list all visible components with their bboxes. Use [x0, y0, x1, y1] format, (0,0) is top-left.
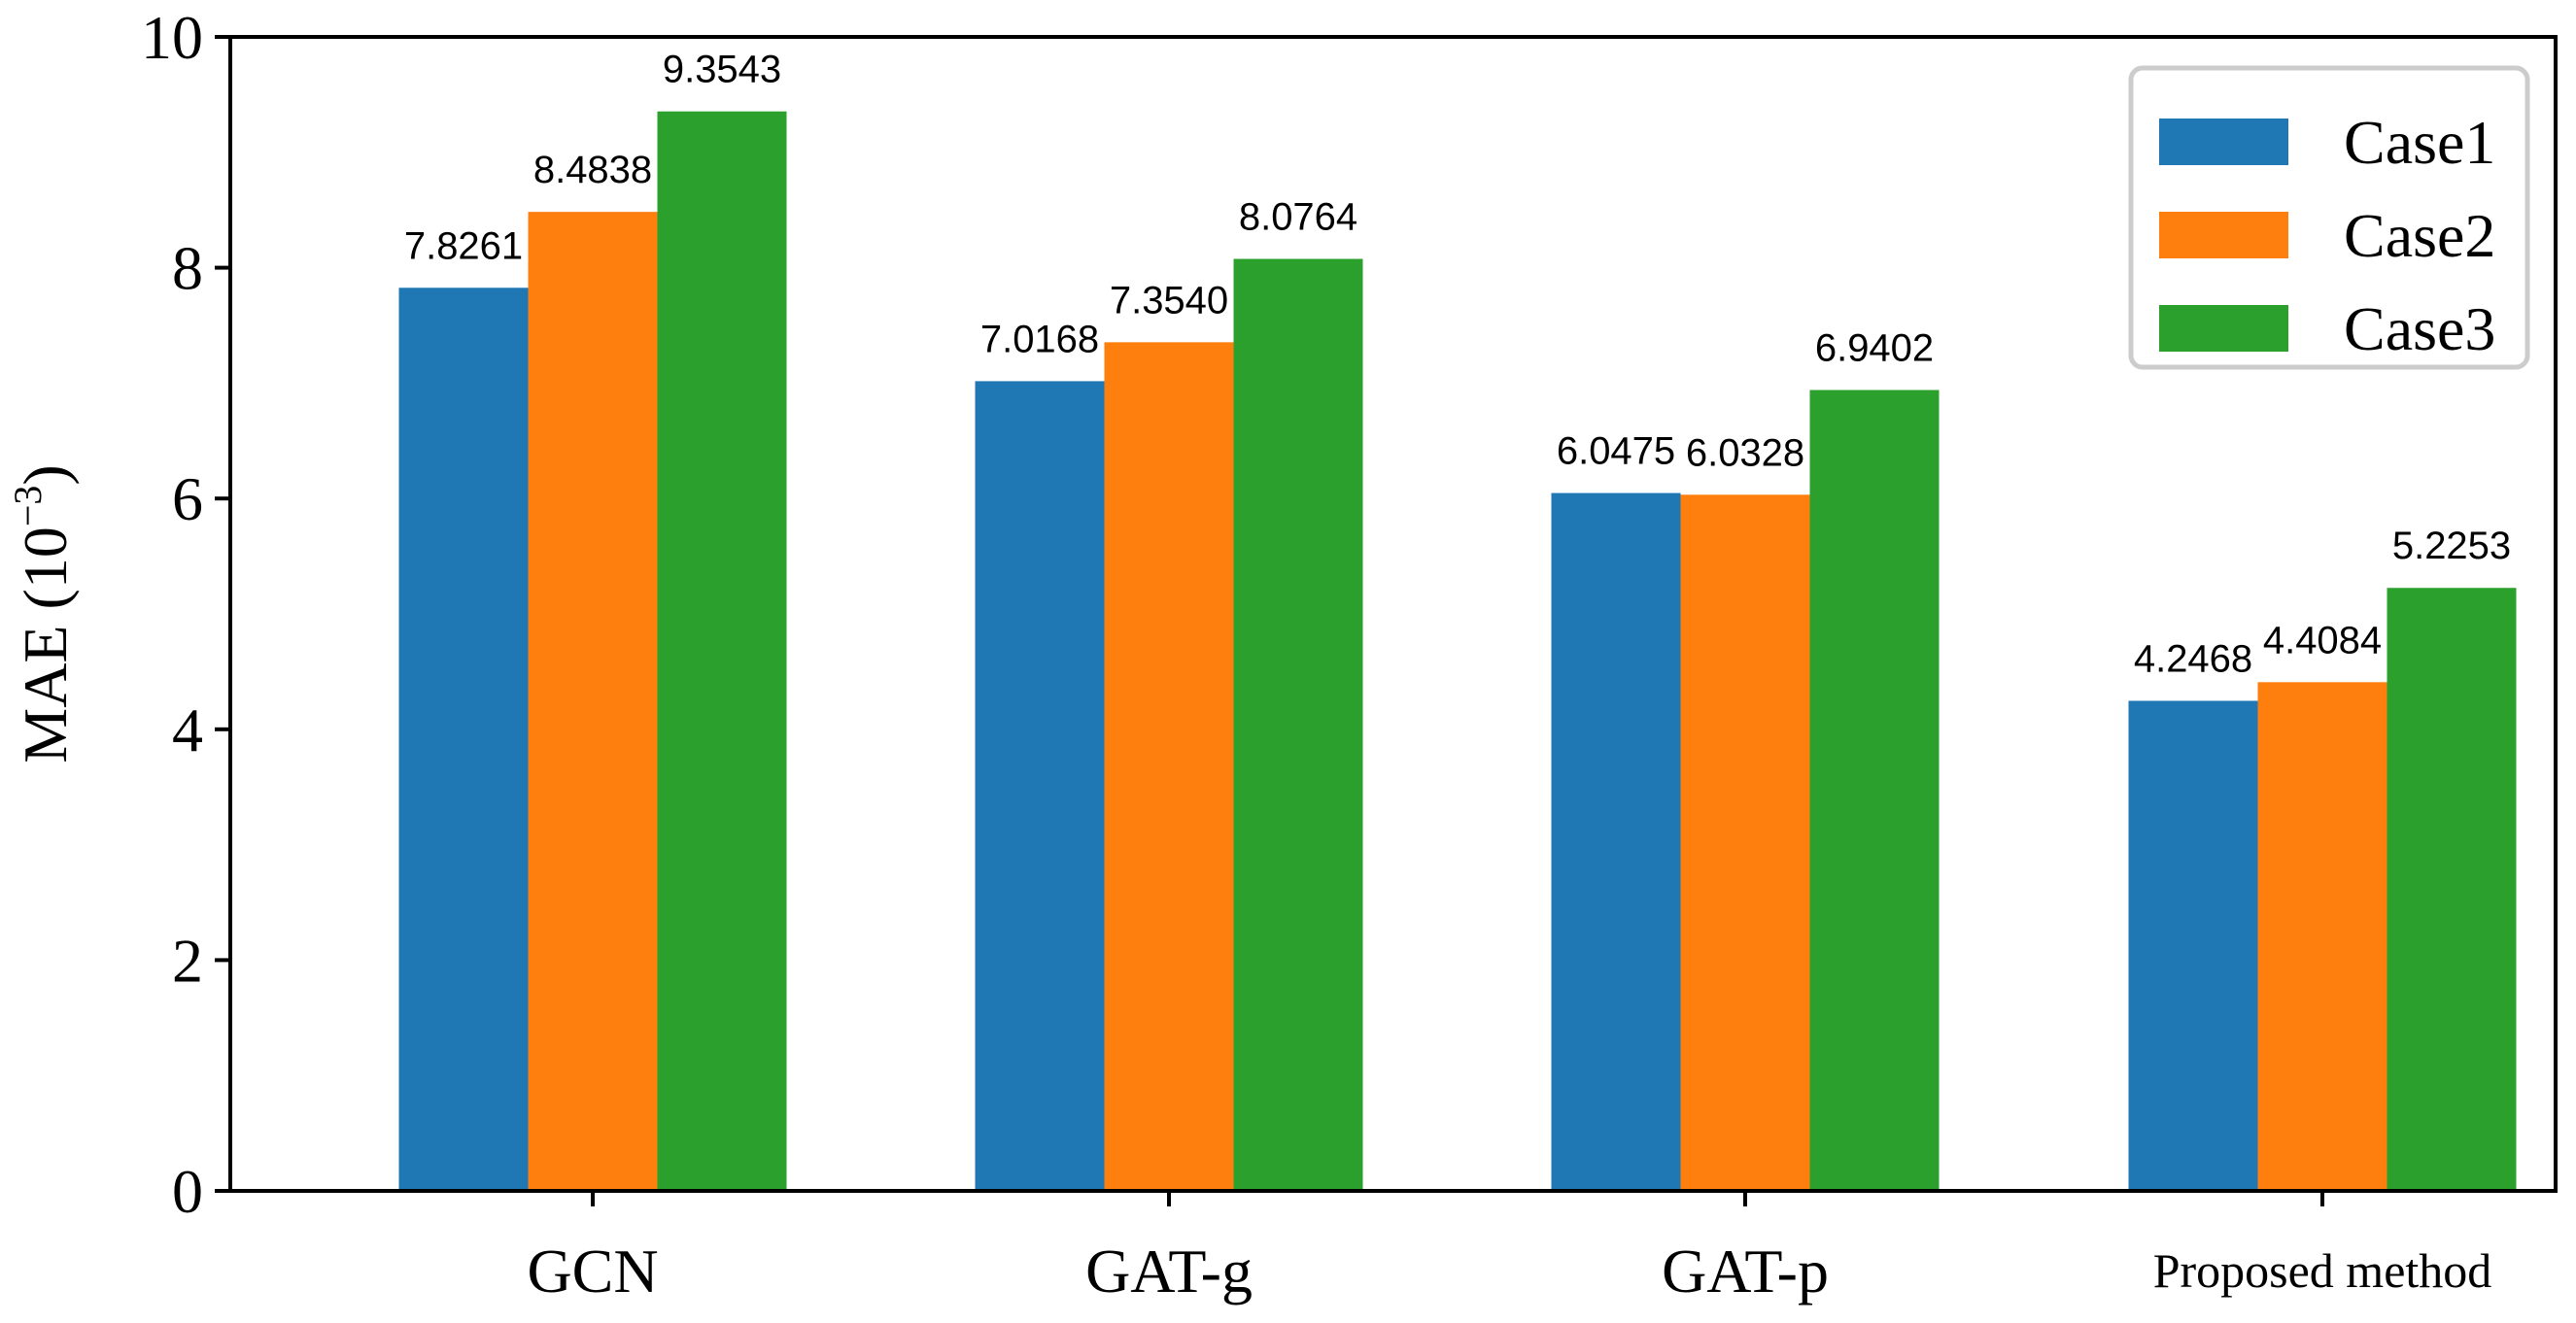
bar-case3-gat-g	[1233, 258, 1363, 1191]
legend-label-case2: Case2	[2344, 201, 2495, 270]
y-tick-label: 6	[172, 464, 203, 533]
y-tick-label: 10	[141, 3, 203, 72]
bars-layer	[398, 111, 2517, 1192]
legend-label-case1: Case1	[2344, 108, 2495, 177]
axes-layer: 0 2 4 6 8 10 GCN GAT-g GAT-p Proposed method MAE (…	[6, 3, 2558, 1306]
x-tick-label: GCN	[527, 1237, 658, 1306]
data-label: 4.2468	[2134, 637, 2252, 680]
y-axis-title-text: MAE (10	[11, 526, 80, 763]
plot-frame	[228, 35, 2558, 1193]
bar-case1-gcn	[398, 288, 529, 1192]
data-label: 6.9402	[1815, 327, 1934, 370]
data-label: 8.4838	[533, 149, 652, 191]
legend-swatch-case3	[2159, 305, 2288, 352]
data-label: 7.8261	[404, 224, 523, 267]
data-label: 6.0475	[1557, 430, 1675, 473]
y-tick-label: 0	[172, 1157, 203, 1226]
data-label: 9.3543	[663, 49, 781, 91]
y-axis-title-suffix: )	[11, 464, 80, 485]
data-label: 8.0764	[1239, 196, 1357, 239]
data-label: 7.0168	[980, 318, 1099, 360]
bar-case1-proposed-method	[2128, 700, 2258, 1191]
y-axis-title: MAE (10−3)	[6, 464, 80, 763]
y-tick-label: 2	[172, 926, 203, 995]
legend: Case1 Case2 Case3	[2128, 65, 2530, 370]
x-tick-label: GAT-g	[1085, 1237, 1253, 1306]
bar-case3-proposed-method	[2387, 588, 2517, 1191]
bar-case1-gat-p	[1551, 492, 1681, 1191]
y-tick-label: 4	[172, 695, 203, 764]
data-labels-layer: 7.8261 7.0168 6.0475 4.2468 8.4838 7.3540 6.03…	[404, 49, 2511, 681]
bar-case2-gat-g	[1104, 342, 1234, 1191]
bar-case1-gat-g	[975, 381, 1105, 1191]
y-tick-label: 8	[172, 234, 203, 303]
data-label: 6.0328	[1686, 431, 1804, 474]
bar-case2-gat-p	[1680, 494, 1810, 1192]
x-tick-label: GAT-p	[1662, 1237, 1829, 1306]
y-axis-title-exponent: −3	[6, 486, 50, 527]
bar-case3-gcn	[657, 111, 787, 1192]
bar-case2-proposed-method	[2257, 682, 2387, 1191]
data-label: 7.3540	[1110, 279, 1228, 322]
bar-case2-gcn	[528, 212, 658, 1191]
legend-swatch-case2	[2159, 212, 2288, 258]
data-label: 5.2253	[2392, 525, 2511, 567]
data-label: 4.4084	[2263, 619, 2382, 662]
legend-swatch-case1	[2159, 119, 2288, 165]
legend-label-case3: Case3	[2344, 294, 2495, 363]
x-tick-label: Proposed method	[2153, 1243, 2492, 1298]
bar-case3-gat-p	[1809, 390, 1940, 1191]
